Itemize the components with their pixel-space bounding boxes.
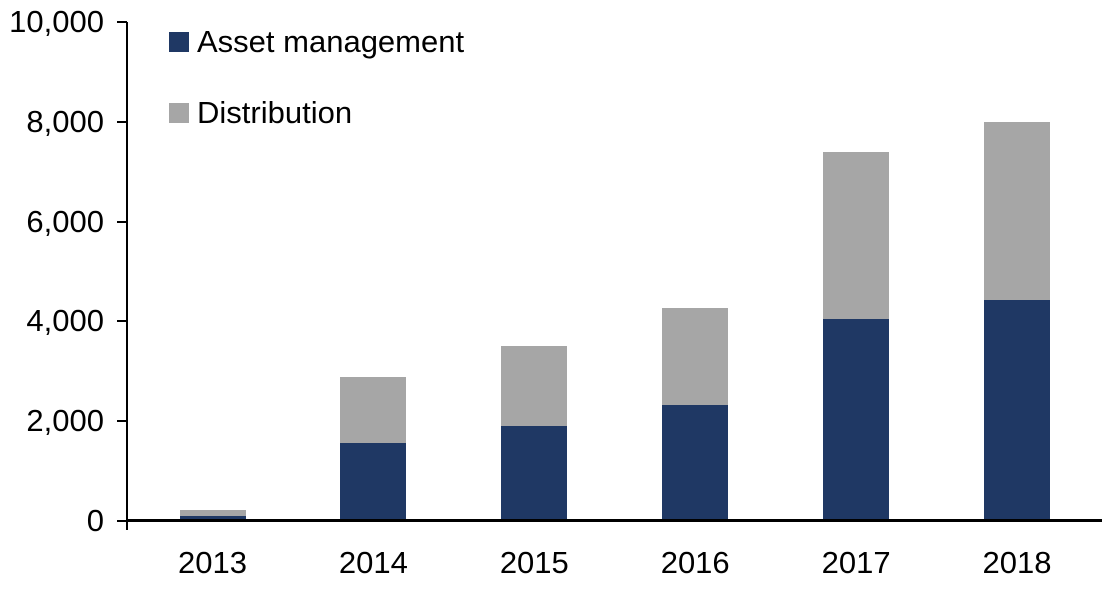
bar-segment-distribution-2014 — [340, 376, 407, 444]
legend-item-asset-management: Asset management — [169, 24, 464, 60]
legend-item-distribution: Distribution — [169, 95, 352, 131]
y-axis-tick-label: 2,000 — [26, 403, 104, 439]
y-axis-line — [126, 22, 128, 530]
x-axis-label-2015: 2015 — [499, 545, 569, 580]
bar-segment-asset-management-2014 — [340, 443, 407, 521]
bar-segment-distribution-2013 — [179, 510, 246, 516]
legend-swatch-distribution — [169, 103, 189, 123]
y-axis-tick-label: 6,000 — [26, 203, 104, 239]
y-axis-tick-mark — [117, 120, 127, 123]
x-axis-label-2014: 2014 — [338, 545, 408, 580]
x-axis-label-2013: 2013 — [178, 545, 247, 580]
y-axis-tick-mark — [117, 220, 127, 223]
x-axis-label-2016: 2016 — [660, 545, 730, 580]
y-axis-tick-label: 10,000 — [9, 4, 104, 39]
bar-segment-distribution-2018 — [984, 121, 1050, 300]
legend-swatch-asset-management — [169, 32, 189, 52]
bar-segment-distribution-2017 — [823, 151, 890, 319]
bar-segment-asset-management-2015 — [501, 426, 568, 521]
y-axis-tick-mark — [117, 320, 127, 323]
x-axis-label-2017: 2017 — [821, 545, 891, 580]
y-axis-tick-label: 0 — [86, 503, 104, 538]
legend-label-distribution: Distribution — [197, 95, 353, 130]
bar-segment-distribution-2015 — [501, 346, 568, 427]
y-axis-tick-label: 8,000 — [26, 103, 104, 139]
y-axis-tick-label: 4,000 — [26, 303, 104, 339]
y-axis-tick-mark — [117, 420, 127, 423]
bar-segment-distribution-2016 — [662, 308, 729, 405]
bar-segment-asset-management-2016 — [662, 404, 729, 521]
bar-segment-asset-management-2018 — [984, 299, 1050, 521]
bar-segment-asset-management-2013 — [179, 516, 246, 521]
legend-label-asset-management: Asset management — [197, 24, 465, 59]
y-axis-tick-mark — [117, 520, 127, 522]
x-axis-label-2018: 2018 — [982, 545, 1052, 580]
bar-segment-asset-management-2017 — [823, 318, 890, 521]
x-axis-line — [126, 519, 1102, 522]
y-axis-tick-mark — [117, 21, 127, 23]
